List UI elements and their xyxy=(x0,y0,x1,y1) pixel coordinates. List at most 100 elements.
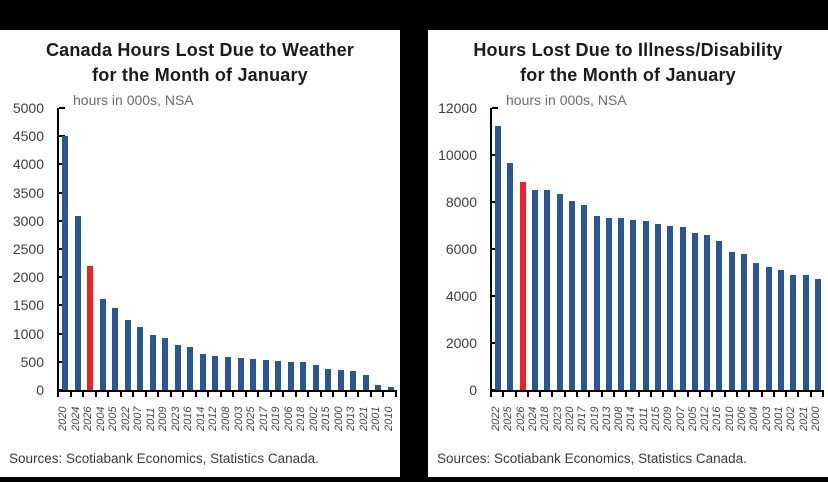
x-tick-label: 2002 xyxy=(785,406,798,431)
x-axis-tick xyxy=(157,392,160,397)
y-tick-label: 8000 xyxy=(445,194,477,210)
x-axis-tick xyxy=(144,392,147,397)
x-tick-label: 2013 xyxy=(600,406,613,431)
x-axis-tick xyxy=(490,392,492,397)
y-axis-tick xyxy=(59,248,65,250)
x-tick-label: 2006 xyxy=(282,406,295,431)
illness-chart-panel: Hours Lost Due to Illness/Disability for… xyxy=(428,30,828,477)
y-tick-label: 12000 xyxy=(438,100,477,116)
weather-chart-title: Canada Hours Lost Due to Weather for the… xyxy=(0,38,400,88)
x-tick-label: 2009 xyxy=(157,406,170,431)
bar xyxy=(507,163,514,390)
x-axis-tick xyxy=(526,392,529,397)
y-tick-label: 6000 xyxy=(445,241,477,257)
y-tick-label: 4000 xyxy=(12,156,44,173)
x-tick-label: 2001 xyxy=(370,406,383,431)
bar xyxy=(679,227,686,390)
x-tick-label: 2015 xyxy=(320,406,333,431)
bar xyxy=(99,299,106,390)
bar xyxy=(753,263,760,390)
x-tick-label: 2026 xyxy=(514,406,527,431)
units-label: hours in 000s, NSA xyxy=(506,92,627,108)
bar xyxy=(728,252,735,390)
bar xyxy=(568,201,575,390)
x-tick-label: 2023 xyxy=(551,406,564,431)
source-note: Sources: Scotiabank Economics, Statistic… xyxy=(9,451,319,466)
x-axis-tick xyxy=(182,392,185,397)
bar xyxy=(237,358,244,390)
x-tick-label: 2004 xyxy=(748,406,761,431)
x-axis-tick xyxy=(269,392,272,397)
x-tick-label: 2015 xyxy=(650,406,662,431)
top-black-band xyxy=(0,0,828,30)
bar xyxy=(777,270,784,390)
y-tick-label: 0 xyxy=(469,382,477,398)
x-axis-tick xyxy=(502,392,505,397)
x-axis-tick xyxy=(282,392,285,397)
y-axis-tick xyxy=(492,342,498,344)
y-tick-label: 500 xyxy=(20,353,44,370)
x-axis-tick xyxy=(686,392,689,397)
bar xyxy=(225,357,231,390)
bar xyxy=(174,345,181,390)
charts-row: Canada Hours Lost Due to Weather for the… xyxy=(0,30,828,477)
y-tick-label: 3500 xyxy=(12,184,44,201)
weather-plot-area xyxy=(57,107,397,392)
bar xyxy=(655,224,661,390)
x-tick-label: 2024 xyxy=(69,406,82,431)
x-tick-label: 2004 xyxy=(94,406,107,431)
x-axis-tick xyxy=(257,392,260,397)
highlighted-bar xyxy=(519,182,526,390)
x-tick-label: 2025 xyxy=(245,406,258,431)
bar xyxy=(605,218,612,390)
y-axis-tick xyxy=(492,389,498,391)
x-tick-label: 2008 xyxy=(613,406,626,431)
x-axis-tick xyxy=(307,392,310,397)
panel-divider xyxy=(400,30,428,477)
bar xyxy=(162,338,169,390)
x-axis-tick xyxy=(244,392,247,397)
bar xyxy=(74,216,81,390)
y-axis-tick xyxy=(59,332,65,335)
x-tick-label: 2016 xyxy=(711,406,724,431)
y-axis-tick xyxy=(492,295,498,297)
x-tick-label: 2017 xyxy=(257,406,270,431)
x-axis-tick xyxy=(357,392,360,397)
x-tick-label: 2002 xyxy=(307,406,320,431)
x-tick-label: 2011 xyxy=(637,407,650,431)
bar xyxy=(593,216,600,390)
y-axis-tick xyxy=(59,191,65,194)
x-tick-label: 2025 xyxy=(502,406,515,431)
bar xyxy=(112,308,119,390)
x-tick-label: 2000 xyxy=(332,406,345,431)
x-tick-label: 2022 xyxy=(490,406,503,431)
y-axis-tick xyxy=(492,201,498,203)
bar xyxy=(667,226,674,390)
source-note: Sources: Scotiabank Economics, Statistic… xyxy=(437,451,747,466)
highlighted-bar xyxy=(87,266,94,390)
x-axis-tick xyxy=(382,392,385,397)
bar xyxy=(212,356,219,390)
y-tick-label: 2500 xyxy=(12,241,44,257)
x-tick-label: 2005 xyxy=(686,406,699,431)
x-axis-tick xyxy=(107,392,110,397)
y-tick-label: 2000 xyxy=(445,335,477,351)
weather-chart-panel: Canada Hours Lost Due to Weather for the… xyxy=(0,30,400,477)
y-tick-label: 5000 xyxy=(12,100,44,116)
x-axis-tick xyxy=(539,392,542,397)
bar xyxy=(495,126,502,390)
x-axis-tick xyxy=(344,392,347,397)
x-tick-label: 2016 xyxy=(182,406,195,431)
x-axis-tick xyxy=(194,392,197,397)
x-axis-tick xyxy=(319,392,322,397)
x-tick-label: 2000 xyxy=(809,406,822,431)
bar xyxy=(630,220,637,390)
bar xyxy=(581,205,588,390)
y-axis-tick xyxy=(59,304,65,307)
x-axis-tick xyxy=(748,392,751,397)
y-axis-tick xyxy=(492,154,498,156)
bar xyxy=(532,190,539,390)
x-axis-tick xyxy=(332,392,335,397)
illness-plot-area xyxy=(490,107,824,392)
bar xyxy=(375,385,382,390)
